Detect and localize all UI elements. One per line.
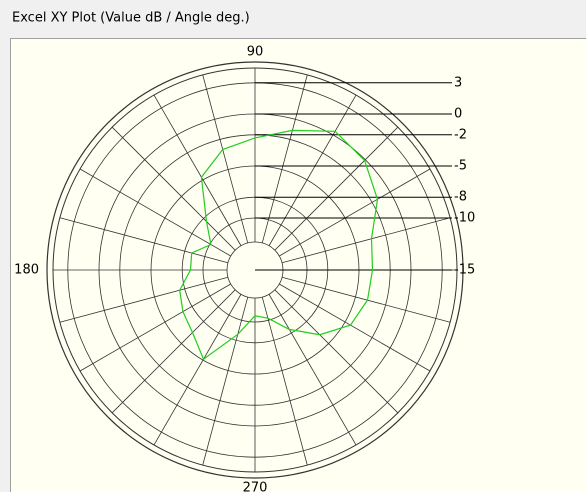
r-tick-label: 3 bbox=[454, 75, 462, 90]
spoke bbox=[111, 126, 236, 251]
outer-ring bbox=[46, 61, 464, 479]
data-trace bbox=[179, 129, 379, 361]
spoke bbox=[268, 94, 357, 246]
spoke bbox=[79, 168, 231, 257]
spoke bbox=[202, 296, 249, 466]
r-tick-label: -10 bbox=[454, 211, 475, 226]
spoke bbox=[153, 294, 242, 446]
spoke bbox=[59, 276, 229, 323]
theta-tick-label: 270 bbox=[243, 481, 268, 492]
spoke bbox=[268, 294, 357, 446]
window-title: Excel XY Plot (Value dB / Angle deg.) bbox=[12, 11, 250, 26]
r-tick-label: -5 bbox=[454, 159, 467, 174]
theta-tick-label: 90 bbox=[247, 45, 264, 60]
spoke bbox=[281, 276, 451, 323]
spoke bbox=[261, 296, 308, 466]
spoke bbox=[261, 74, 308, 244]
r-tick-label: -2 bbox=[454, 127, 467, 142]
spoke bbox=[111, 289, 236, 414]
r-tick-label: -8 bbox=[454, 190, 467, 205]
spoke bbox=[279, 168, 431, 257]
spoke bbox=[153, 94, 242, 246]
spoke bbox=[274, 126, 399, 251]
spoke bbox=[202, 74, 249, 244]
theta-tick-label: 180 bbox=[14, 263, 39, 278]
plot-panel bbox=[10, 38, 586, 492]
spoke bbox=[274, 289, 399, 414]
polar-plot: 3 0 -2 -5 -8 -10 -15 90 180 270 bbox=[14, 45, 475, 492]
spoke bbox=[281, 217, 451, 264]
spoke bbox=[59, 217, 229, 264]
spoke bbox=[279, 283, 431, 372]
spoke bbox=[79, 283, 231, 372]
r-tick-label: 0 bbox=[454, 107, 462, 122]
r-tick-label: -15 bbox=[454, 263, 475, 278]
